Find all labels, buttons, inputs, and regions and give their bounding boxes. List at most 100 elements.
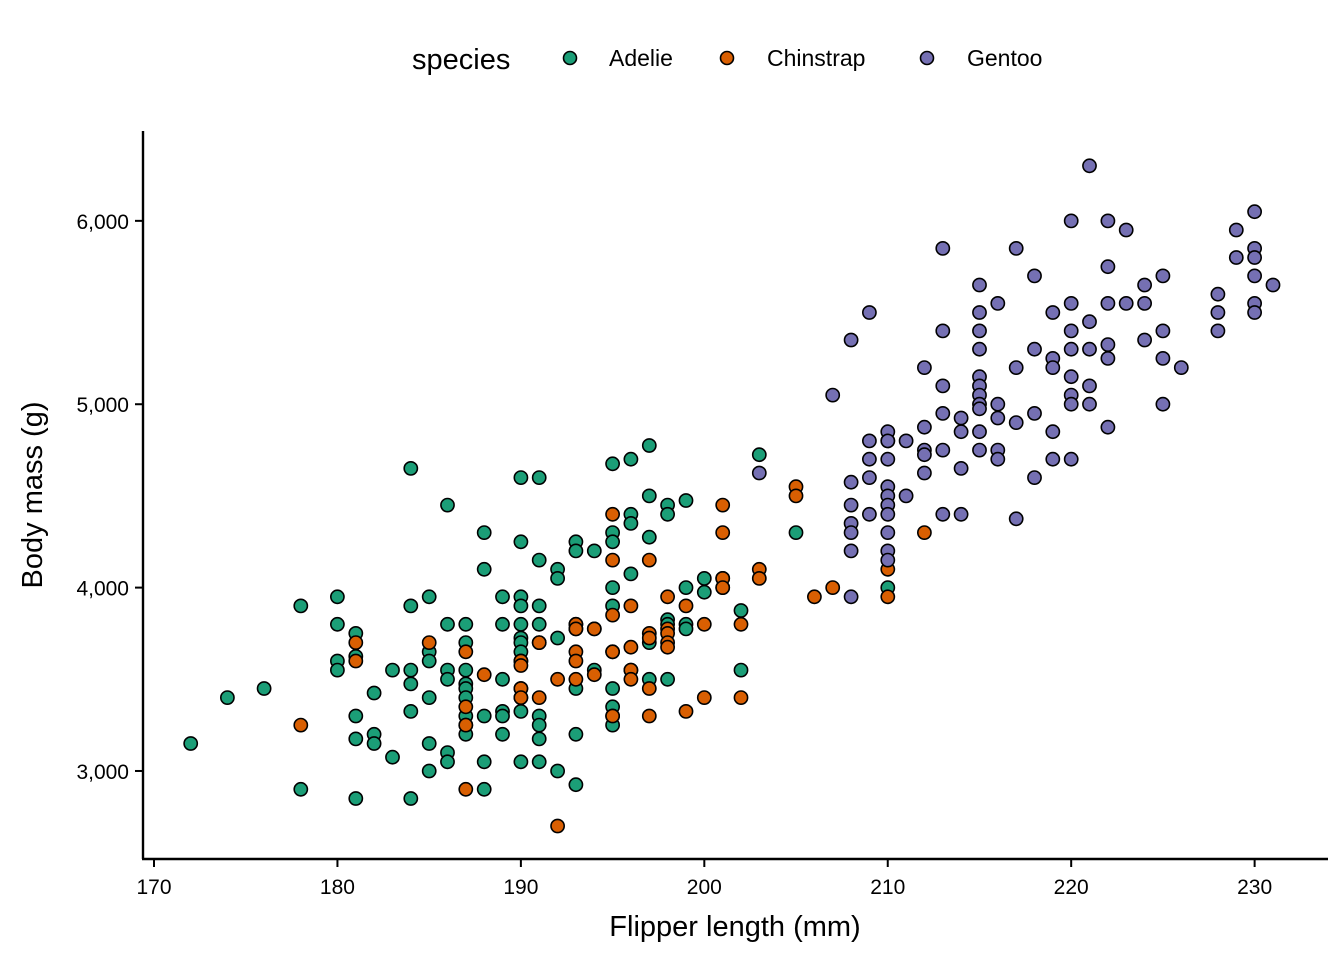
point-adelie bbox=[495, 726, 510, 742]
point-gentoo bbox=[1137, 277, 1152, 293]
point-adelie bbox=[568, 726, 584, 742]
point-adelie bbox=[385, 662, 400, 678]
point-adelie bbox=[476, 525, 492, 540]
point-adelie bbox=[531, 598, 547, 614]
point-adelie bbox=[641, 488, 657, 504]
point-adelie bbox=[568, 543, 584, 559]
point-adelie bbox=[403, 598, 419, 614]
point-adelie bbox=[476, 561, 492, 577]
point-adelie bbox=[531, 552, 547, 568]
point-chinstrap bbox=[513, 690, 529, 705]
point-gentoo bbox=[1155, 268, 1171, 284]
point-adelie bbox=[219, 690, 235, 705]
point-gentoo bbox=[1210, 286, 1226, 302]
point-gentoo bbox=[972, 442, 987, 458]
point-gentoo bbox=[1082, 396, 1097, 412]
point-gentoo bbox=[1100, 419, 1116, 435]
point-gentoo bbox=[1008, 415, 1024, 430]
y-tick-label: 3,000 bbox=[76, 761, 129, 784]
point-chinstrap bbox=[348, 635, 364, 650]
point-gentoo bbox=[1045, 424, 1061, 440]
point-gentoo bbox=[898, 433, 914, 449]
point-adelie bbox=[623, 516, 639, 531]
point-gentoo bbox=[990, 410, 1006, 426]
point-chinstrap bbox=[623, 639, 639, 655]
point-adelie bbox=[495, 671, 510, 687]
point-gentoo bbox=[1063, 323, 1079, 339]
point-adelie bbox=[403, 791, 419, 806]
point-chinstrap bbox=[568, 671, 584, 687]
point-adelie bbox=[568, 777, 584, 793]
point-adelie bbox=[678, 493, 694, 508]
point-chinstrap bbox=[586, 621, 602, 637]
point-gentoo bbox=[1008, 511, 1024, 527]
point-gentoo bbox=[972, 323, 987, 339]
point-adelie bbox=[366, 685, 382, 701]
point-adelie bbox=[660, 671, 675, 687]
point-gentoo bbox=[1265, 277, 1281, 293]
point-gentoo bbox=[1210, 305, 1226, 320]
point-gentoo bbox=[1155, 350, 1171, 366]
point-gentoo bbox=[843, 474, 859, 490]
point-adelie bbox=[403, 704, 419, 719]
point-gentoo bbox=[972, 305, 987, 320]
point-adelie bbox=[641, 529, 657, 545]
point-gentoo bbox=[880, 451, 896, 467]
legend-entry-chinstrap: Chinstrap bbox=[719, 45, 865, 71]
point-adelie bbox=[476, 781, 492, 797]
point-gentoo bbox=[880, 525, 896, 540]
point-gentoo bbox=[953, 460, 969, 476]
point-adelie bbox=[513, 470, 529, 485]
point-gentoo bbox=[1247, 204, 1262, 220]
point-gentoo bbox=[1063, 213, 1079, 229]
point-chinstrap bbox=[751, 571, 767, 586]
point-chinstrap bbox=[605, 708, 620, 724]
point-adelie bbox=[385, 749, 400, 765]
point-chinstrap bbox=[605, 552, 620, 568]
point-adelie bbox=[641, 438, 657, 453]
point-chinstrap bbox=[807, 589, 822, 605]
point-gentoo bbox=[1173, 360, 1189, 375]
point-adelie bbox=[623, 566, 639, 582]
point-adelie bbox=[256, 681, 272, 696]
point-adelie bbox=[183, 736, 199, 751]
series-chinstrap bbox=[293, 433, 932, 834]
point-adelie bbox=[476, 708, 492, 724]
point-adelie bbox=[531, 731, 547, 747]
point-adelie bbox=[476, 754, 492, 770]
point-chinstrap bbox=[568, 653, 584, 669]
point-gentoo bbox=[862, 451, 877, 467]
point-gentoo bbox=[1210, 323, 1226, 339]
y-axis-ticks: 3,000 4,000 5,000 6,000 bbox=[76, 211, 143, 784]
point-gentoo bbox=[953, 410, 969, 426]
point-adelie bbox=[440, 671, 455, 687]
point-gentoo bbox=[1100, 337, 1116, 352]
point-adelie bbox=[660, 506, 675, 522]
y-tick-label: 4,000 bbox=[76, 578, 129, 601]
point-chinstrap bbox=[550, 818, 565, 834]
data-points bbox=[183, 158, 1281, 834]
point-chinstrap bbox=[825, 580, 841, 595]
point-gentoo bbox=[862, 433, 877, 449]
point-gentoo bbox=[862, 470, 877, 485]
point-gentoo bbox=[1228, 250, 1244, 265]
point-adelie bbox=[513, 534, 529, 550]
point-chinstrap bbox=[880, 589, 896, 605]
point-gentoo bbox=[843, 525, 859, 540]
point-gentoo bbox=[1027, 268, 1042, 284]
series-adelie bbox=[183, 438, 896, 806]
point-gentoo bbox=[917, 360, 932, 375]
point-adelie bbox=[623, 451, 639, 467]
point-adelie bbox=[531, 717, 547, 733]
point-gentoo bbox=[1137, 332, 1152, 348]
point-adelie bbox=[605, 681, 620, 696]
x-tick-label: 200 bbox=[687, 876, 722, 899]
point-adelie bbox=[696, 584, 712, 600]
point-chinstrap bbox=[641, 552, 657, 568]
legend-label-gentoo: Gentoo bbox=[967, 45, 1042, 71]
point-chinstrap bbox=[513, 658, 529, 673]
point-adelie bbox=[513, 616, 529, 632]
point-adelie bbox=[421, 736, 437, 751]
point-gentoo bbox=[953, 424, 969, 440]
